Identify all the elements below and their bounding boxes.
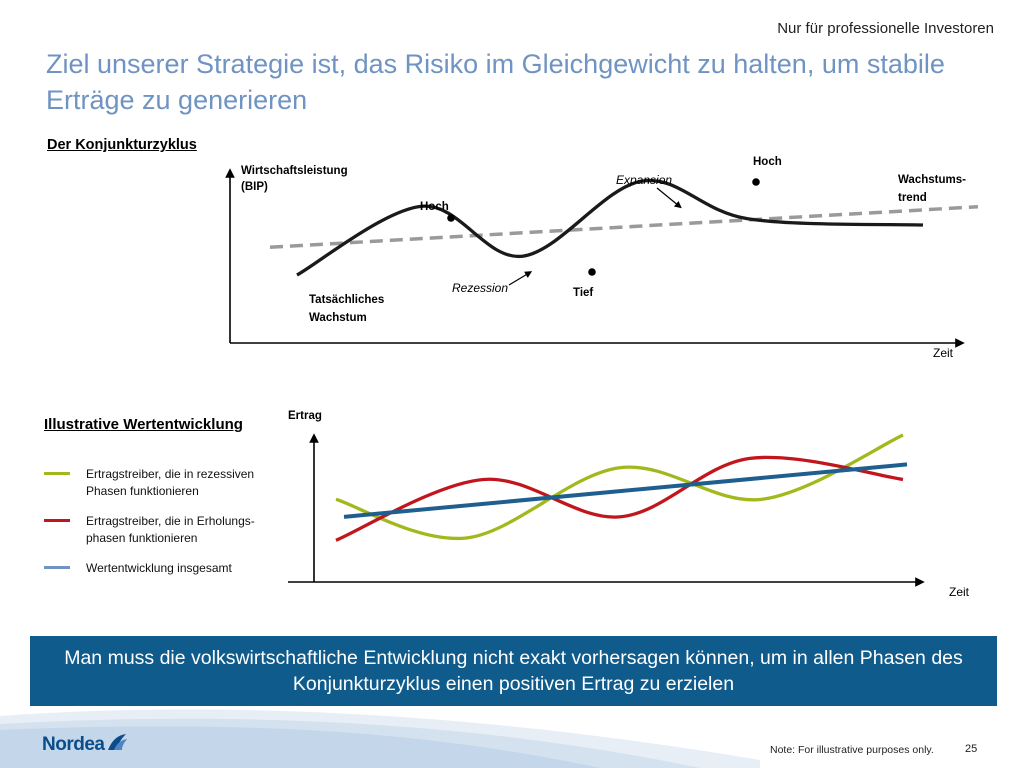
business-cycle-chart: Wirtschaftsleistung (BIP) Hoch Hoch Tief… [225,156,979,360]
legend-text-recessive: Ertragstreiber, die in rezessiven Phasen … [86,467,255,498]
business-cycle-title: Der Konjunkturzyklus [47,137,197,153]
expansion-pointer [656,187,682,209]
page-title: Ziel unserer Strategie ist, das Risiko i… [46,49,945,115]
actual-growth-label-line2: Wachstum [309,312,367,324]
performance-chart: Ertrag Zeit [288,410,970,599]
legend-text-total: Wertentwicklung insgesamt [86,561,232,575]
legend-swatch-total [44,566,70,569]
chart2-ylabel: Ertrag [288,410,322,422]
nordea-logo: Nordea [42,734,128,756]
total-performance-line [343,462,908,519]
key-message-banner: Man muss die volkswirtschaftliche Entwic… [30,636,997,706]
trend-label-line2: trend [898,192,927,204]
peak1-marker [447,214,455,222]
trend-label-line1: Wachstums- [898,174,966,186]
chart1-xlabel: Zeit [933,346,954,360]
trough-marker [588,268,596,276]
chart2-xlabel: Zeit [949,585,970,599]
legend-item-recessive: Ertragstreiber, die in rezessiven Phasen … [44,466,254,500]
growth-trend-line [269,205,979,249]
performance-legend: Ertragstreiber, die in rezessiven Phasen … [44,466,294,586]
nordea-sail-icon [108,734,128,750]
trough-label: Tief [573,287,593,299]
illustrative-note: Note: For illustrative purposes only. [770,744,934,756]
legend-item-total: Wertentwicklung insgesamt [44,560,232,577]
expansion-label: Expansion [616,173,672,187]
recessive-drivers-line [335,433,904,541]
actual-growth-line [296,178,924,277]
professional-investors-note: Nur für professionelle Investoren [777,20,994,37]
chart1-ylabel-line1: Wirtschaftsleistung [241,165,348,177]
legend-swatch-recovery [44,519,70,522]
recession-pointer [508,271,533,286]
legend-swatch-recessive [44,472,70,475]
legend-item-recovery: Ertragstreiber, die in Erholungs-phasen … [44,513,255,547]
illustrative-performance-title: Illustrative Wertentwicklung [44,416,243,433]
peak2-marker [752,178,760,186]
actual-growth-label-line1: Tatsächliches [309,294,384,306]
nordea-logo-text: Nordea [42,734,105,755]
peak1-label: Hoch [420,201,449,213]
peak2-label: Hoch [753,156,782,168]
key-message-text: Man muss die volkswirtschaftliche Entwic… [64,647,963,695]
chart1-ylabel-line2: (BIP) [241,181,268,193]
page-number: 25 [965,743,978,755]
footer-swoosh [0,709,760,768]
recovery-drivers-line [335,455,904,542]
recession-label: Rezession [452,281,508,295]
legend-text-recovery: Ertragstreiber, die in Erholungs-phasen … [86,514,255,545]
